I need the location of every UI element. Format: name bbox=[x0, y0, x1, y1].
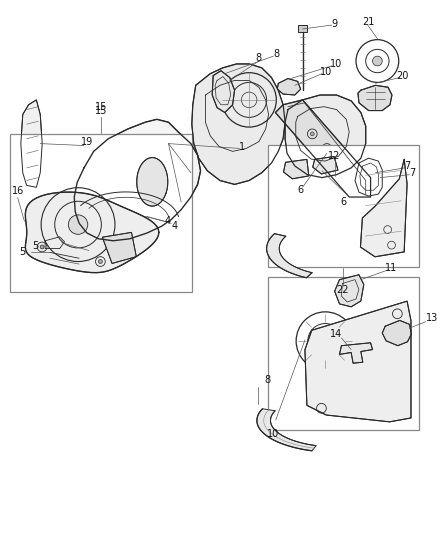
Text: 6: 6 bbox=[340, 197, 347, 207]
Text: 5: 5 bbox=[20, 247, 26, 257]
Circle shape bbox=[150, 220, 154, 223]
Text: 12: 12 bbox=[329, 151, 341, 161]
Polygon shape bbox=[313, 157, 338, 174]
Polygon shape bbox=[305, 301, 411, 422]
Circle shape bbox=[98, 260, 102, 263]
Polygon shape bbox=[137, 158, 168, 206]
Polygon shape bbox=[212, 71, 235, 112]
Text: 15: 15 bbox=[95, 102, 108, 112]
Polygon shape bbox=[358, 85, 392, 110]
Polygon shape bbox=[340, 343, 372, 363]
Circle shape bbox=[68, 215, 88, 235]
Text: 7: 7 bbox=[409, 168, 416, 177]
Polygon shape bbox=[275, 100, 371, 197]
Text: 8: 8 bbox=[264, 375, 271, 385]
Text: 5: 5 bbox=[32, 240, 38, 251]
Text: 4: 4 bbox=[171, 221, 177, 231]
Text: 6: 6 bbox=[298, 185, 304, 195]
Text: 10: 10 bbox=[329, 59, 342, 69]
Polygon shape bbox=[25, 192, 159, 273]
Polygon shape bbox=[284, 159, 309, 179]
Bar bbox=[10, 134, 192, 293]
Circle shape bbox=[325, 147, 329, 150]
Text: 1: 1 bbox=[239, 142, 246, 151]
Text: 4: 4 bbox=[164, 216, 170, 227]
Polygon shape bbox=[257, 409, 316, 451]
Text: 8: 8 bbox=[256, 53, 262, 63]
Polygon shape bbox=[267, 233, 312, 278]
Polygon shape bbox=[192, 64, 285, 184]
Polygon shape bbox=[102, 232, 136, 263]
Circle shape bbox=[143, 209, 147, 214]
Polygon shape bbox=[361, 159, 407, 257]
Circle shape bbox=[319, 334, 332, 348]
Text: 8: 8 bbox=[273, 49, 279, 59]
Text: 16: 16 bbox=[11, 187, 24, 196]
Bar bbox=[268, 277, 419, 430]
Text: 15: 15 bbox=[95, 106, 108, 116]
Text: 20: 20 bbox=[396, 70, 409, 80]
Polygon shape bbox=[382, 320, 411, 346]
Text: 10: 10 bbox=[320, 67, 332, 77]
Polygon shape bbox=[21, 100, 42, 187]
Circle shape bbox=[310, 132, 314, 136]
Polygon shape bbox=[285, 95, 366, 177]
Circle shape bbox=[40, 245, 44, 249]
Bar bbox=[298, 25, 307, 32]
Polygon shape bbox=[277, 78, 301, 95]
Text: 11: 11 bbox=[385, 263, 397, 273]
Circle shape bbox=[319, 131, 325, 137]
Text: 13: 13 bbox=[426, 313, 437, 324]
Text: 14: 14 bbox=[329, 329, 342, 339]
Text: 22: 22 bbox=[336, 285, 349, 295]
Bar bbox=[268, 145, 419, 266]
Text: 10: 10 bbox=[267, 430, 279, 440]
Polygon shape bbox=[74, 119, 201, 241]
Polygon shape bbox=[355, 158, 382, 196]
Text: 7: 7 bbox=[404, 161, 411, 171]
Polygon shape bbox=[45, 237, 65, 248]
Text: 21: 21 bbox=[362, 17, 375, 27]
Polygon shape bbox=[335, 274, 364, 307]
Text: 9: 9 bbox=[332, 19, 338, 29]
Text: 19: 19 bbox=[81, 136, 93, 147]
Circle shape bbox=[372, 56, 382, 66]
